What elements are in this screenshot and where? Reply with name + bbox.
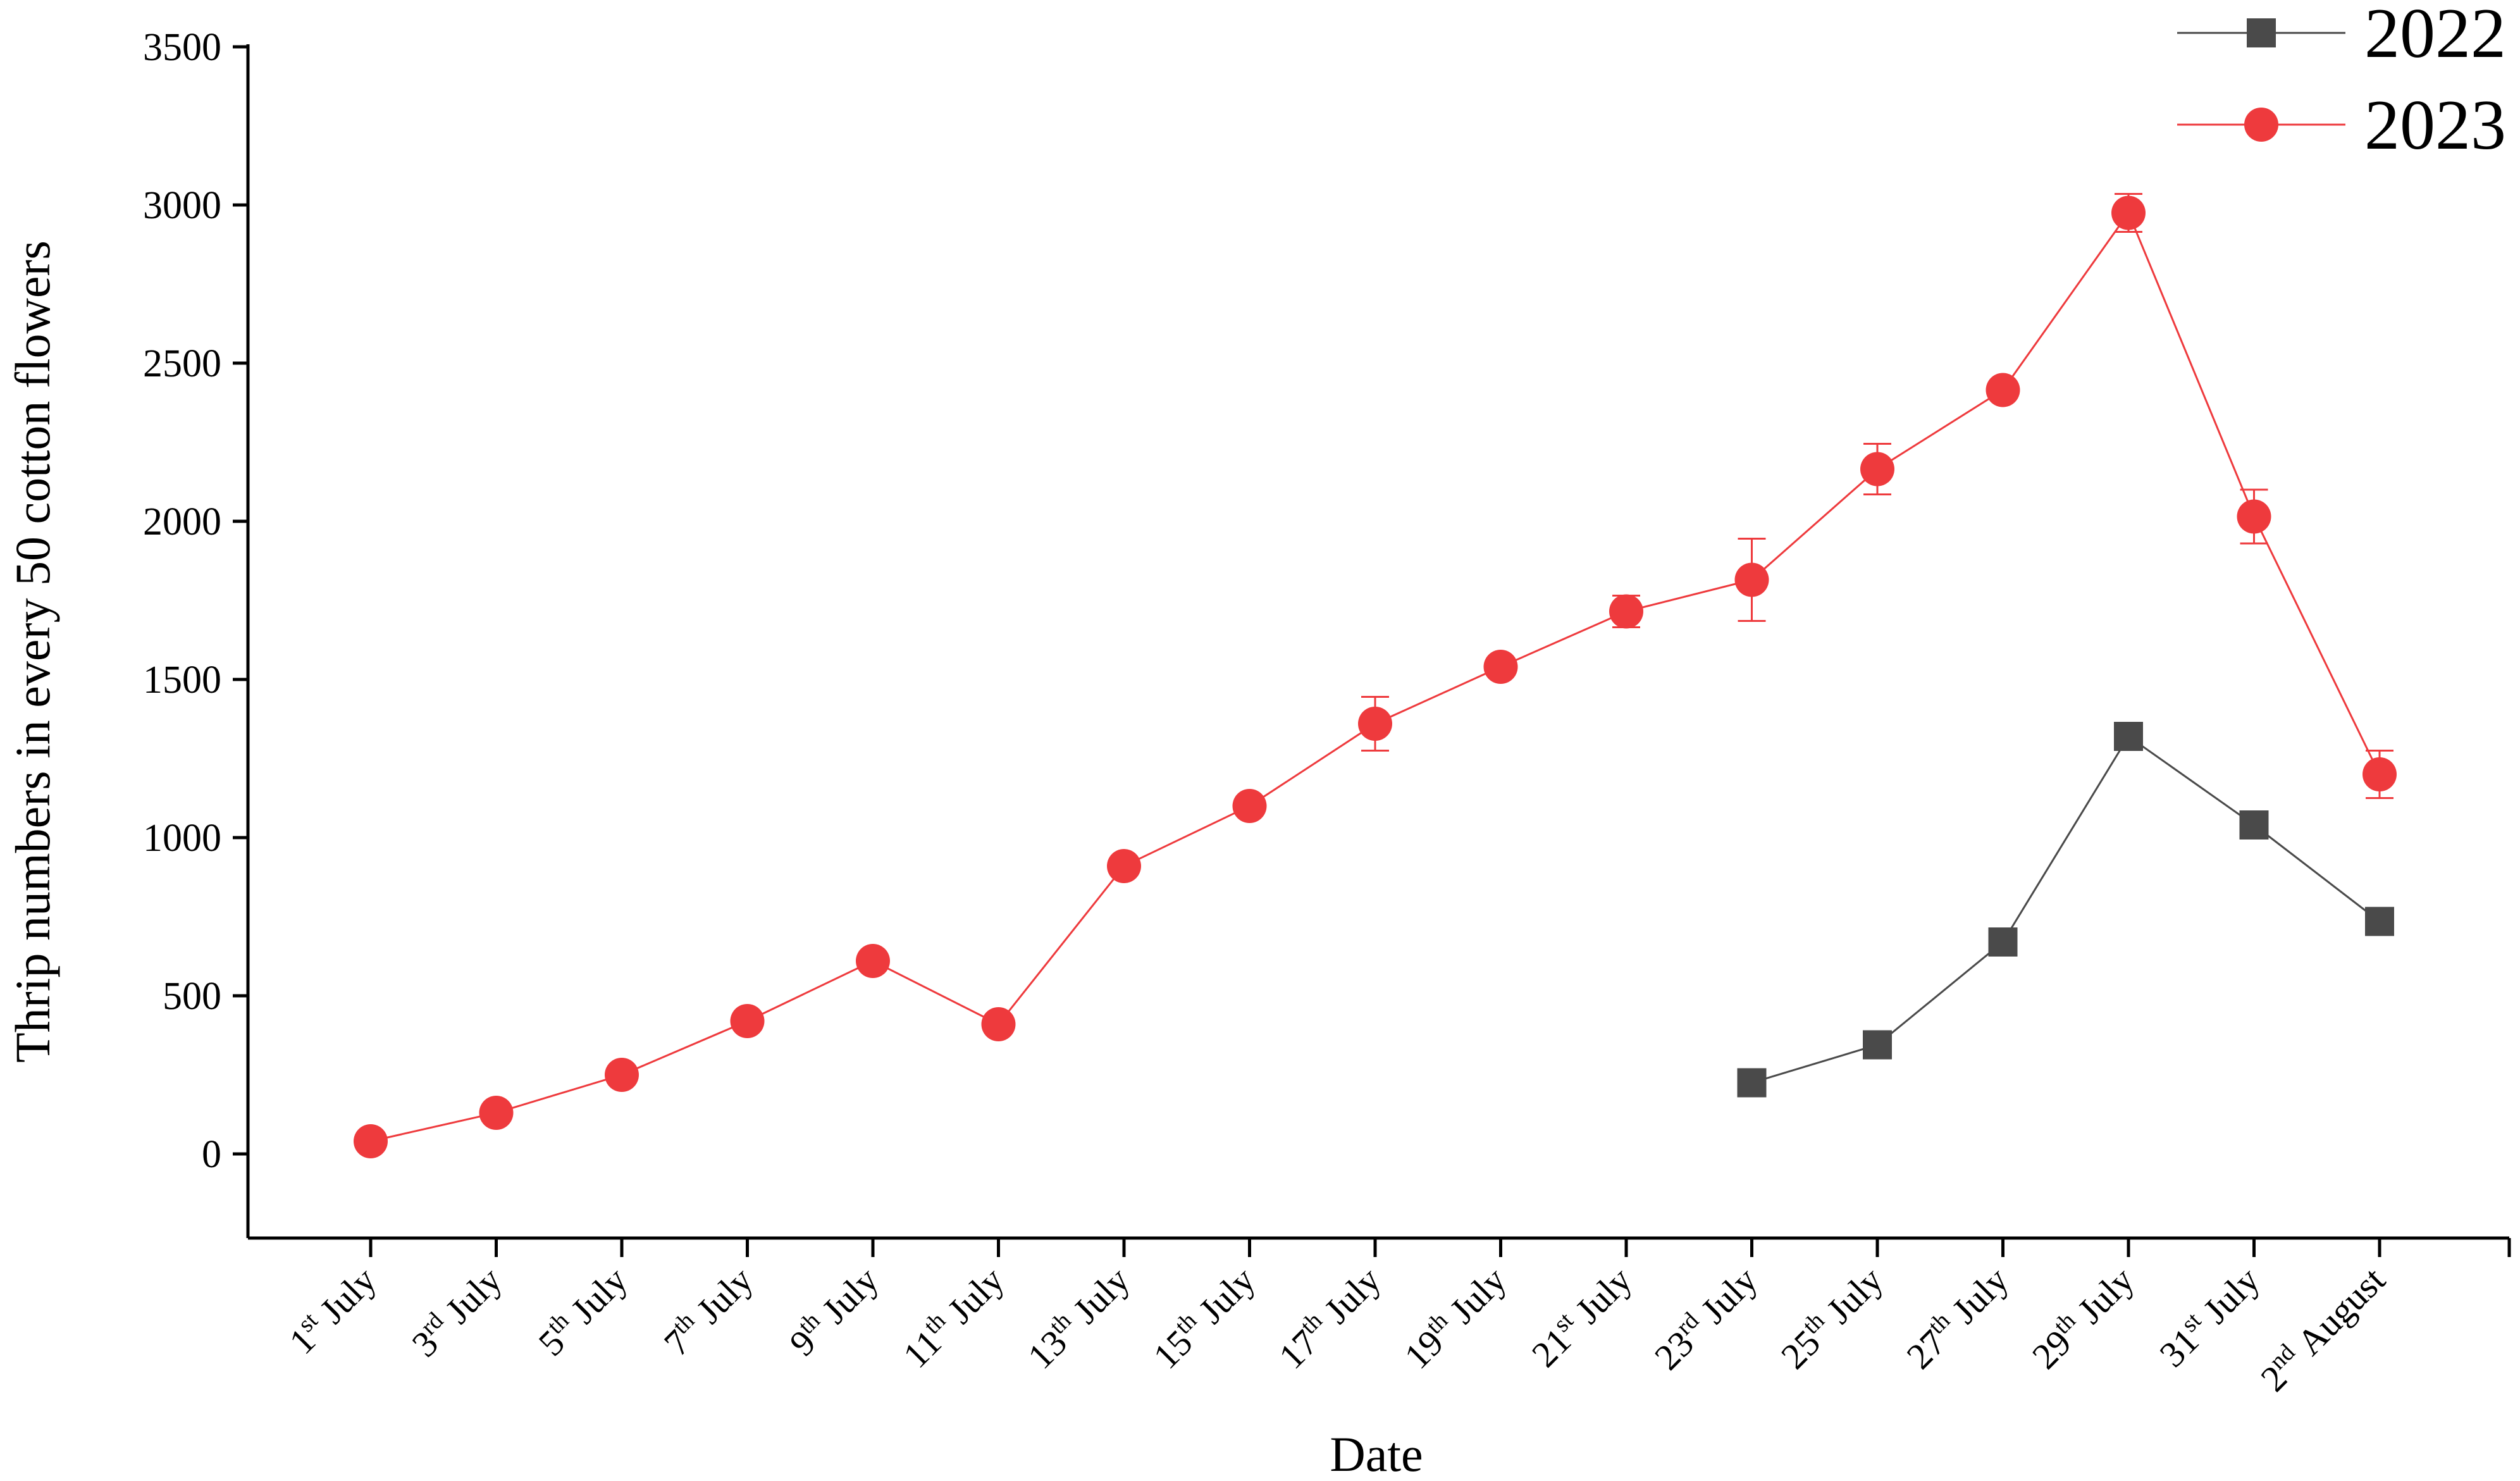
- x-tick-label: 19thJuly: [1395, 1258, 1514, 1377]
- x-tick-label: 23rdJuly: [1645, 1258, 1765, 1378]
- x-tick-label: 7thJuly: [655, 1258, 761, 1364]
- data-point-2023: [1358, 707, 1392, 741]
- x-tick-month: July: [563, 1259, 635, 1331]
- series-layer: [354, 193, 2397, 1158]
- data-point-2022: [2365, 907, 2394, 936]
- data-point-2023: [981, 1007, 1016, 1041]
- x-tick-label: 31stJuly: [2150, 1258, 2267, 1375]
- x-tick-label: 13thJuly: [1018, 1258, 1137, 1377]
- x-tick-label: 15thJuly: [1144, 1258, 1263, 1377]
- x-axis-ticks: 1stJuly3rdJuly5thJuly7thJuly9thJuly11thJ…: [280, 1238, 2511, 1399]
- x-tick-month: July: [2195, 1259, 2267, 1331]
- x-tick-label: 11thJuly: [894, 1258, 1012, 1376]
- x-tick-month: August: [2289, 1259, 2393, 1363]
- x-tick-month: July: [939, 1259, 1011, 1331]
- x-tick-label: 5thJuly: [529, 1258, 635, 1364]
- x-tick-month: July: [1693, 1259, 1765, 1331]
- data-point-2023: [1107, 849, 1141, 883]
- series-2023: [354, 193, 2397, 1158]
- data-point-2023: [1609, 594, 1643, 629]
- x-tick-month: July: [1567, 1259, 1640, 1331]
- x-tick-label: 3rdJuly: [402, 1258, 509, 1365]
- data-point-2023: [1483, 650, 1518, 684]
- data-point-2023: [1860, 452, 1894, 486]
- y-tick-label: 1500: [143, 659, 221, 702]
- legend-item-2022: 2022: [2177, 0, 2506, 73]
- data-point-2023: [730, 1004, 765, 1038]
- series-line-2022: [1751, 734, 2380, 1084]
- legend-marker-2023: [2244, 108, 2278, 142]
- data-point-2023: [479, 1096, 514, 1130]
- x-tick-month: July: [1819, 1259, 1891, 1331]
- data-point-2023: [1734, 562, 1769, 597]
- data-point-2022: [1737, 1068, 1767, 1098]
- x-tick-month: July: [1442, 1259, 1514, 1331]
- data-point-2022: [2239, 810, 2269, 840]
- legend-item-2023: 2023: [2177, 86, 2506, 164]
- series-line-2023: [370, 211, 2381, 1143]
- data-point-2023: [354, 1124, 388, 1158]
- y-tick-label: 2500: [143, 342, 221, 385]
- legend-label: 2023: [2364, 86, 2506, 164]
- x-tick-label: 21stJuly: [1522, 1258, 1640, 1375]
- y-axis-ticks: 0 500 1000 1500 2000 2500 3000 3500: [143, 26, 248, 1176]
- x-axis-title: Date: [1330, 1427, 1423, 1481]
- x-tick-label: 27thJuly: [1897, 1258, 2016, 1377]
- x-tick-month: July: [1065, 1259, 1137, 1331]
- x-tick-month: July: [2070, 1259, 2142, 1331]
- legend-marker-2022: [2247, 18, 2276, 47]
- data-point-2022: [2114, 722, 2143, 751]
- x-tick-month: July: [814, 1259, 886, 1331]
- y-tick-label: 1000: [143, 817, 221, 860]
- x-tick-month: July: [312, 1259, 384, 1331]
- data-point-2023: [856, 944, 890, 978]
- y-tick-label: 500: [163, 975, 221, 1018]
- legend-label: 2022: [2364, 0, 2506, 73]
- data-point-2023: [1986, 373, 2020, 407]
- x-tick-label: 25thJuly: [1772, 1258, 1891, 1377]
- data-point-2023: [2237, 499, 2271, 534]
- x-tick-label: 1stJuly: [280, 1258, 384, 1362]
- x-tick-month: July: [688, 1259, 760, 1331]
- series-2022: [1737, 722, 2394, 1098]
- data-point-2023: [2111, 195, 2146, 230]
- y-axis-title: Thrip numbers in every 50 cotton flowers: [5, 240, 60, 1063]
- y-tick-label: 3000: [143, 184, 221, 227]
- x-tick-label: 29thJuly: [2023, 1258, 2142, 1377]
- data-point-2023: [1232, 789, 1267, 823]
- data-point-2022: [1988, 927, 2018, 957]
- x-tick-label: 2ndAugust: [2251, 1258, 2393, 1399]
- y-tick-label: 3500: [143, 26, 221, 69]
- y-tick-label: 0: [202, 1133, 221, 1176]
- x-tick-month: July: [1944, 1259, 2016, 1331]
- data-point-2023: [605, 1058, 639, 1092]
- x-tick-label: 17thJuly: [1269, 1258, 1388, 1377]
- legend: 2022 2023: [2177, 0, 2506, 164]
- data-point-2023: [2362, 757, 2397, 791]
- x-tick-label: 9thJuly: [780, 1258, 886, 1364]
- y-tick-label: 2000: [143, 500, 221, 543]
- x-tick-month: July: [1316, 1259, 1388, 1331]
- x-tick-month: July: [1190, 1259, 1263, 1331]
- x-tick-month: July: [437, 1259, 509, 1331]
- data-point-2022: [1863, 1030, 1892, 1060]
